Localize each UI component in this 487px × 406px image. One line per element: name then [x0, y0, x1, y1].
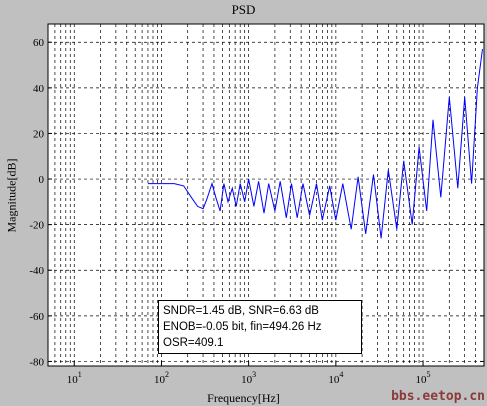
y-tick-label: 0	[39, 174, 45, 186]
x-tick-label: 104	[328, 370, 343, 386]
x-tick-label: 105	[416, 370, 431, 386]
watermark: bbs.eetop.cn	[391, 389, 485, 404]
annotation-line-3: OSR=409.1	[163, 337, 224, 349]
plot-border	[47, 23, 485, 367]
stats-annotation: SNDR=1.45 dB, SNR=6.63 dB ENOB=-0.05 bit…	[158, 300, 362, 354]
y-tick-label: -40	[29, 265, 44, 277]
chart-title: PSD	[231, 2, 256, 17]
y-tick-labels: -80 -60 -40 -20 0 20 40 60	[29, 37, 484, 368]
annotation-line-1: SNDR=1.45 dB, SNR=6.63 dB	[163, 305, 319, 317]
x-tick-label: 103	[241, 370, 256, 386]
y-tick-label: 60	[33, 37, 45, 49]
x-axis-label: Frequency[Hz]	[207, 391, 280, 405]
grid	[47, 24, 485, 366]
x-tick-labels: 101 102 103 104 105	[67, 361, 431, 386]
series-group	[147, 49, 483, 239]
y-tick-label: -60	[29, 311, 44, 323]
psd-series-line	[147, 49, 483, 239]
annotation-line-2: ENOB=-0.05 bit, fin=494.26 Hz	[163, 321, 322, 333]
y-tick-label: -80	[29, 356, 44, 368]
y-tick-label: -20	[29, 220, 44, 232]
x-tick-label: 102	[154, 370, 169, 386]
y-tick-label: 40	[33, 83, 45, 95]
x-tick-label: 101	[67, 370, 82, 386]
y-tick-label: 20	[33, 128, 45, 140]
